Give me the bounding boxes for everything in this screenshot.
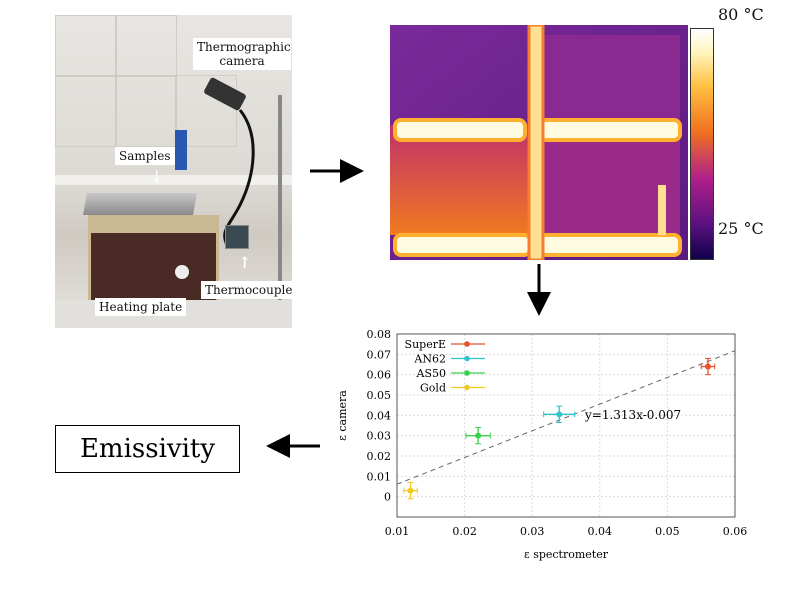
thermal-image xyxy=(390,25,688,260)
x-tick-label: 0.02 xyxy=(452,525,477,538)
y-axis-label: ε camera xyxy=(336,390,349,441)
y-tick-label: 0.02 xyxy=(367,450,392,463)
legend-label: AN62 xyxy=(413,353,446,366)
min-temp-label: 25 °C xyxy=(718,219,764,238)
x-tick-label: 0.01 xyxy=(385,525,410,538)
y-tick-label: 0 xyxy=(384,491,391,504)
arrow-down-icon: ↓ xyxy=(150,167,164,186)
setup-photo: Thermographic camera Samples ↓ Heating p… xyxy=(55,15,292,328)
data-point-an62 xyxy=(556,411,563,418)
data-point-as50 xyxy=(475,432,482,439)
legend-marker xyxy=(464,341,470,347)
fit-line xyxy=(396,350,736,485)
x-tick-label: 0.03 xyxy=(520,525,545,538)
thermocouple-label: Thermocouple xyxy=(201,281,292,299)
color-scale-bar xyxy=(690,28,714,260)
x-axis-label: ε spectrometer xyxy=(524,548,609,561)
legend-marker xyxy=(464,355,470,362)
legend-label: SuperE xyxy=(405,338,446,351)
data-point-gold xyxy=(407,487,414,494)
y-tick-label: 0.04 xyxy=(367,409,392,422)
x-tick-label: 0.06 xyxy=(723,525,748,538)
heating-plate-label: Heating plate xyxy=(95,298,187,316)
y-tick-label: 0.06 xyxy=(367,369,392,382)
data-point-supere xyxy=(704,363,711,370)
legend-label: Gold xyxy=(420,382,446,395)
y-tick-label: 0.08 xyxy=(367,328,392,341)
x-tick-label: 0.05 xyxy=(655,525,680,538)
y-tick-label: 0.03 xyxy=(367,430,392,443)
max-temp-label: 80 °C xyxy=(718,5,764,24)
x-tick-label: 0.04 xyxy=(588,525,613,538)
arrow-up-icon: ↑ xyxy=(238,253,252,272)
y-tick-label: 0.05 xyxy=(367,389,392,402)
fit-equation: y=1.313x-0.007 xyxy=(584,408,681,422)
emissivity-box: Emissivity xyxy=(55,425,240,473)
legend-marker xyxy=(464,370,470,376)
y-tick-label: 0.01 xyxy=(367,470,392,483)
camera-label: Thermographic camera xyxy=(193,38,291,70)
legend-label: AS50 xyxy=(416,367,446,380)
samples-label: Samples xyxy=(115,147,175,165)
plot-frame xyxy=(396,333,736,518)
y-tick-label: 0.07 xyxy=(367,348,392,361)
legend-marker xyxy=(464,384,470,391)
